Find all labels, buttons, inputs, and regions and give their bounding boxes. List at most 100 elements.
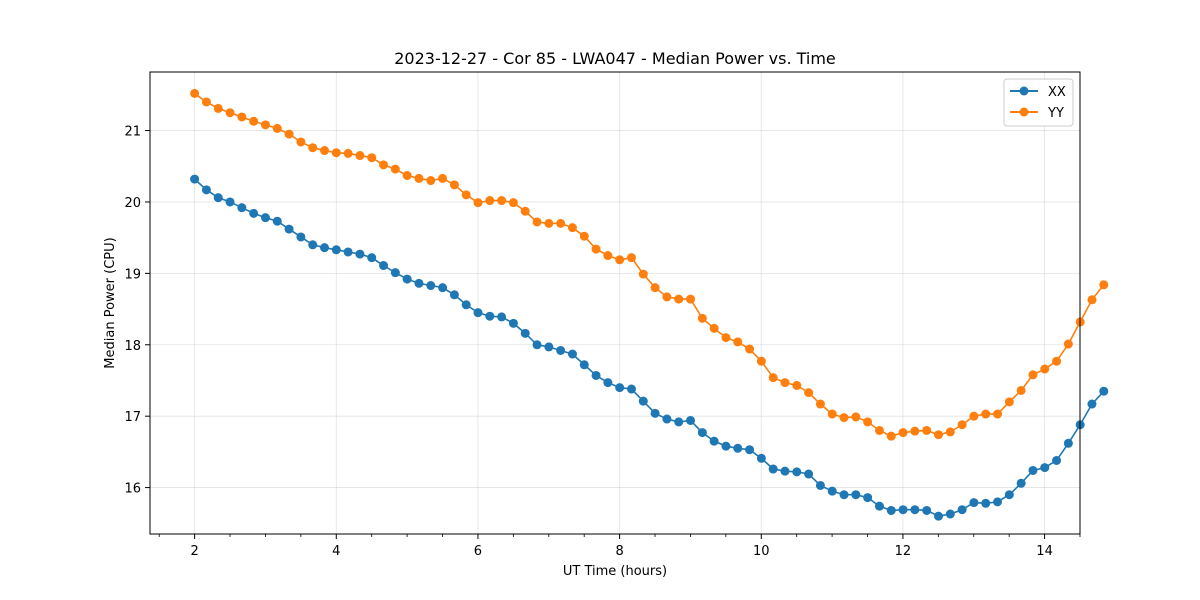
data-point-xx	[213, 193, 223, 203]
data-point-xx	[1040, 463, 1050, 473]
data-point-yy	[449, 180, 459, 190]
data-point-yy	[355, 151, 365, 161]
data-point-yy	[650, 283, 660, 293]
data-point-xx	[886, 505, 896, 515]
data-point-yy	[461, 190, 471, 200]
data-point-yy	[874, 425, 884, 435]
data-point-xx	[308, 240, 318, 250]
data-point-yy	[662, 292, 672, 302]
data-point-yy	[957, 420, 967, 430]
y-tick-label: 18	[124, 339, 141, 354]
data-point-yy	[922, 425, 932, 435]
data-point-xx	[993, 497, 1003, 507]
data-point-yy	[945, 427, 955, 437]
data-point-xx	[320, 243, 329, 253]
x-tick-label: 4	[332, 544, 340, 559]
data-point-xx	[815, 480, 825, 490]
data-point-yy	[804, 388, 814, 398]
data-point-yy	[485, 196, 495, 206]
data-point-yy	[709, 323, 719, 333]
data-point-xx	[579, 360, 589, 370]
data-point-xx	[874, 501, 884, 511]
data-point-xx	[296, 232, 306, 242]
data-point-xx	[745, 445, 755, 455]
legend-label-xx: XX	[1048, 85, 1066, 100]
legend: XX YY	[1003, 78, 1074, 127]
data-point-yy	[556, 218, 566, 228]
data-point-xx	[272, 216, 282, 226]
data-point-xx	[591, 370, 601, 380]
data-point-yy	[201, 97, 211, 107]
data-point-yy	[237, 112, 247, 122]
data-point-yy	[615, 255, 625, 265]
data-point-yy	[745, 344, 755, 354]
data-point-xx	[686, 415, 696, 425]
data-point-xx	[567, 349, 577, 359]
data-point-xx	[756, 453, 766, 463]
data-point-xx	[544, 342, 554, 352]
data-point-xx	[697, 428, 707, 438]
y-tick-label: 19	[124, 267, 141, 282]
data-point-xx	[237, 203, 247, 213]
data-point-yy	[981, 409, 991, 419]
data-point-xx	[260, 213, 270, 223]
data-point-yy	[933, 430, 943, 440]
data-point-xx	[343, 247, 353, 257]
data-point-xx	[969, 498, 979, 508]
data-point-xx	[1063, 438, 1073, 448]
series-layer	[190, 88, 1109, 521]
data-point-yy	[567, 223, 577, 233]
data-point-yy	[591, 244, 601, 254]
data-point-yy	[1099, 280, 1109, 290]
data-point-xx	[863, 493, 873, 503]
data-point-yy	[331, 148, 341, 158]
data-point-yy	[780, 378, 790, 388]
data-point-yy	[296, 137, 306, 147]
data-point-yy	[827, 409, 837, 419]
data-point-yy	[1028, 370, 1038, 380]
data-point-xx	[627, 384, 636, 394]
data-point-xx	[225, 197, 235, 207]
data-point-xx	[249, 208, 259, 218]
data-point-yy	[768, 373, 778, 383]
data-point-yy	[402, 171, 412, 181]
data-point-yy	[284, 129, 294, 139]
data-point-yy	[969, 411, 979, 421]
data-point-xx	[768, 464, 778, 474]
data-point-yy	[603, 251, 613, 261]
data-point-xx	[426, 281, 436, 291]
data-point-xx	[1028, 465, 1038, 475]
data-point-yy	[756, 356, 766, 366]
data-point-yy	[414, 173, 424, 183]
legend-marker-xx	[1019, 86, 1029, 96]
data-point-yy	[225, 108, 235, 118]
data-point-xx	[1099, 386, 1109, 396]
data-point-yy	[579, 231, 589, 241]
data-point-yy	[686, 294, 696, 304]
data-point-xx	[662, 414, 672, 424]
data-point-xx	[922, 505, 932, 515]
data-point-yy	[721, 333, 731, 343]
legend-marker-yy	[1019, 107, 1029, 117]
data-point-yy	[993, 409, 1003, 419]
data-point-xx	[485, 311, 495, 321]
data-point-yy	[473, 198, 483, 208]
data-point-xx	[638, 396, 648, 406]
data-point-xx	[851, 490, 861, 500]
data-point-yy	[1004, 397, 1014, 407]
data-point-xx	[721, 441, 731, 451]
data-point-xx	[379, 261, 389, 271]
data-point-xx	[414, 278, 424, 288]
data-point-yy	[863, 417, 873, 427]
data-point-yy	[792, 380, 802, 390]
data-point-xx	[981, 498, 991, 508]
data-point-yy	[497, 196, 507, 206]
data-point-xx	[898, 505, 908, 515]
data-point-xx	[390, 268, 400, 278]
data-point-xx	[603, 378, 613, 388]
data-point-xx	[520, 328, 530, 338]
data-point-xx	[461, 300, 471, 310]
data-point-xx	[367, 253, 377, 263]
data-point-yy	[544, 218, 554, 228]
